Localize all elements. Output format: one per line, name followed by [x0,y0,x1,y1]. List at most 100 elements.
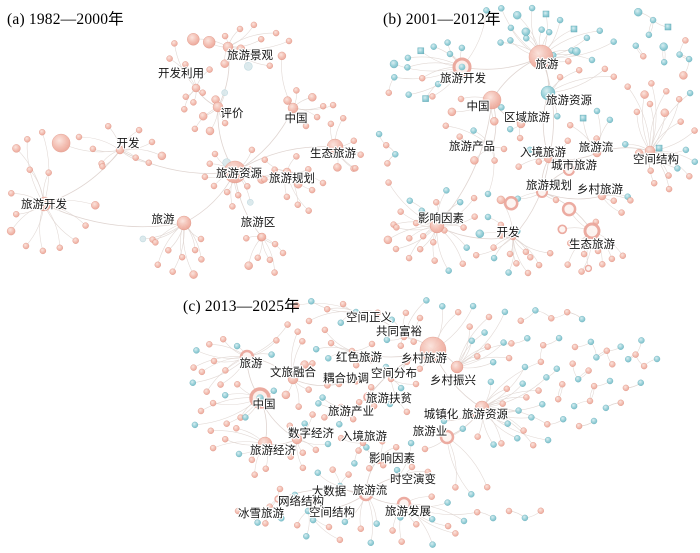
panel-b-title: (b) 2001—2012年 [383,11,501,28]
network-node [199,89,206,96]
network-node [538,26,545,33]
network-edge [365,493,373,543]
network-node [8,190,15,197]
network-node [505,507,513,515]
network-node [165,247,172,254]
network-node [539,401,546,408]
network-node [484,190,492,198]
network-node [397,342,404,349]
network-node [358,486,374,502]
network-edge [456,311,506,368]
network-node [420,232,427,240]
network-node [366,465,373,472]
node-label: 旅游规划 [269,171,315,185]
network-node [430,43,437,50]
network-node [219,336,227,343]
network-node [271,166,278,173]
network-node [597,191,607,201]
network-node [91,201,100,210]
network-node [487,378,495,386]
network-node [303,533,310,540]
network-node [374,309,381,316]
network-node [444,499,451,506]
network-node [579,114,587,122]
network-node [649,16,657,24]
network-node [341,518,349,526]
network-node [561,201,577,217]
network-node [544,421,551,428]
node-label: 旅游景观 [227,48,273,62]
network-node [490,441,497,448]
network-node [370,402,378,410]
network-node [408,463,416,471]
network-node [244,183,251,190]
network-node [410,338,417,345]
network-node [608,255,616,263]
network-node [572,47,581,56]
network-node [191,421,199,429]
network-node [367,356,375,364]
network-node [430,239,437,246]
network-edge [311,301,357,313]
network-node [319,394,326,401]
network-node [460,224,467,231]
network-node [287,373,299,385]
node-label: 中国 [253,398,276,411]
network-node [674,165,681,172]
network-node [473,251,480,259]
network-edge [43,149,121,205]
network-edge [234,146,336,173]
network-node [659,42,668,51]
node-label: 影响因素 [369,451,415,465]
network-node [207,427,215,434]
network-node [221,436,229,443]
network-node [521,27,530,36]
network-node [301,420,308,427]
network-node [676,51,683,58]
node-label: 开发利用 [158,66,204,80]
network-node [248,456,256,464]
network-node [261,176,268,183]
network-node [588,56,596,64]
network-node [609,361,616,368]
network-node [233,425,240,432]
network-node [618,209,625,216]
network-node [434,80,442,88]
network-node [308,186,316,194]
network-node [475,229,484,239]
network-node [39,247,47,255]
network-node [272,29,280,37]
network-node [393,224,400,231]
network-node [622,141,629,148]
network-node [197,407,205,415]
network-node [483,7,490,14]
network-node [640,53,647,60]
network-node [190,99,197,106]
network-node [189,379,197,386]
network-node [682,146,690,154]
node-label: 旅游资源 [462,407,508,421]
network-node [291,433,303,445]
network-node [503,195,519,211]
network-node [248,146,256,154]
network-edge [456,332,485,368]
network-node [504,420,511,427]
network-node [519,380,526,387]
network-node [281,390,291,400]
node-label: 旅游产品 [449,139,495,153]
network-node [553,365,560,372]
network-node [421,445,429,453]
network-node [543,152,555,164]
node-label: 冰雪旅游 [238,506,284,520]
network-node [547,249,554,257]
network-node [489,514,497,522]
network-node [491,157,498,164]
network-edge [172,222,185,272]
network-node [181,106,188,113]
network-node [406,197,413,205]
network-edge [248,236,263,266]
network-node [72,237,79,244]
network-node [644,145,656,157]
network-node [254,519,261,526]
network-node [250,21,258,29]
